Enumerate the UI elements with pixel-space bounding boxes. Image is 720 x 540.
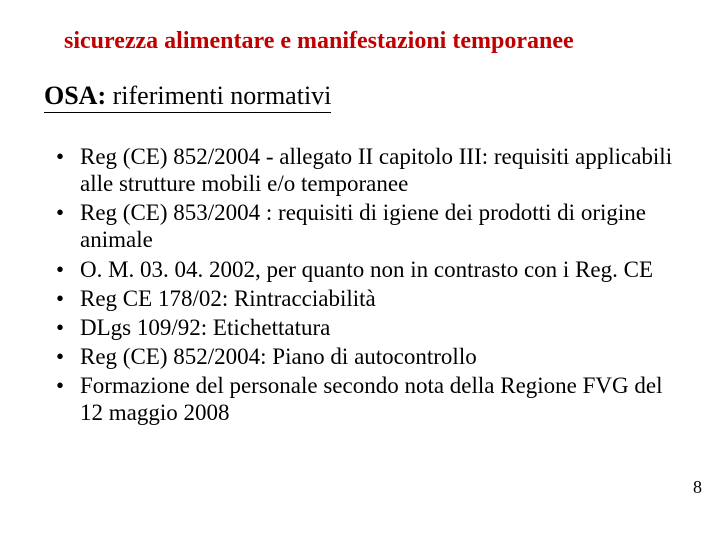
subtitle-prefix: OSA: — [44, 81, 106, 110]
slide-title: sicurezza alimentare e manifestazioni te… — [64, 28, 676, 55]
slide-subtitle: OSA: riferimenti normativi — [44, 81, 676, 113]
list-item: O. M. 03. 04. 2002, per quanto non in co… — [50, 256, 676, 283]
bullet-list: Reg (CE) 852/2004 - allegato II capitolo… — [50, 143, 676, 426]
list-item: Reg (CE) 852/2004: Piano di autocontroll… — [50, 343, 676, 370]
list-item: Reg (CE) 852/2004 - allegato II capitolo… — [50, 143, 676, 197]
list-item: Reg (CE) 853/2004 : requisiti di igiene … — [50, 199, 676, 253]
list-item: Formazione del personale secondo nota de… — [50, 372, 676, 426]
slide: sicurezza alimentare e manifestazioni te… — [0, 0, 720, 540]
page-number: 8 — [693, 477, 702, 498]
list-item: Reg CE 178/02: Rintracciabilità — [50, 285, 676, 312]
subtitle-rest: riferimenti normativi — [106, 81, 331, 110]
list-item: DLgs 109/92: Etichettatura — [50, 314, 676, 341]
subtitle-underline: OSA: riferimenti normativi — [44, 81, 331, 113]
